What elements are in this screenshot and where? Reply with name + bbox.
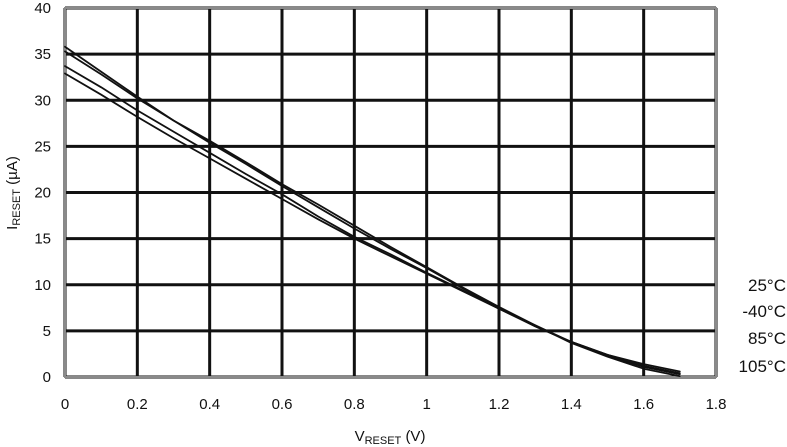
x-tick-label-1-4: 1.4 [561, 396, 582, 413]
series-lines [64, 45, 681, 377]
x-axis-title: VRESET (V) [355, 428, 426, 447]
y-axis-title-unit: (µA) [4, 156, 21, 185]
legend-label-105c: 105°C [739, 357, 786, 376]
legend-label-25c: 25°C [748, 276, 786, 295]
y-tick-labels: 0 5 10 15 20 25 30 35 40 [34, 0, 51, 386]
x-tick-label-1-2: 1.2 [489, 396, 510, 413]
legend-label-85c: 85°C [748, 329, 786, 348]
plot-frame [64, 7, 717, 378]
x-tick-label-0-2: 0.2 [127, 396, 148, 413]
x-tick-label-0-6: 0.6 [272, 396, 293, 413]
y-tick-label-35: 35 [34, 46, 51, 63]
x-axis-title-unit: (V) [405, 428, 425, 445]
x-tick-label-0-4: 0.4 [199, 396, 220, 413]
y-tick-label-0: 0 [43, 369, 51, 386]
x-tick-label-0: 0 [61, 396, 69, 413]
y-tick-label-40: 40 [34, 0, 51, 17]
series-line-2 [64, 50, 681, 377]
x-tick-label-0-8: 0.8 [344, 396, 365, 413]
x-tick-labels: 0 0.2 0.4 0.6 0.8 1 1.2 1.4 1.6 1.8 [61, 396, 727, 413]
y-tick-label-5: 5 [43, 323, 51, 340]
y-axis-title: IRESET (µA) [4, 156, 23, 230]
x-tick-label-1: 1 [422, 396, 430, 413]
x-axis-title-main: V [355, 428, 365, 445]
y-tick-label-10: 10 [34, 277, 51, 294]
y-tick-label-15: 15 [34, 231, 51, 248]
x-axis-title-subscript: RESET [365, 435, 402, 447]
x-tick-label-1-6: 1.6 [633, 396, 654, 413]
y-axis-title-subscript: RESET [11, 189, 23, 226]
y-axis-title-main: I [4, 226, 21, 230]
legend: 25°C -40°C 85°C 105°C [739, 276, 786, 376]
x-tick-label-1-8: 1.8 [706, 396, 727, 413]
y-tick-label-20: 20 [34, 185, 51, 202]
series-line-4 [64, 72, 681, 375]
y-tick-label-25: 25 [34, 138, 51, 155]
legend-label-minus40c: -40°C [742, 302, 786, 321]
y-tick-label-30: 30 [34, 92, 51, 109]
